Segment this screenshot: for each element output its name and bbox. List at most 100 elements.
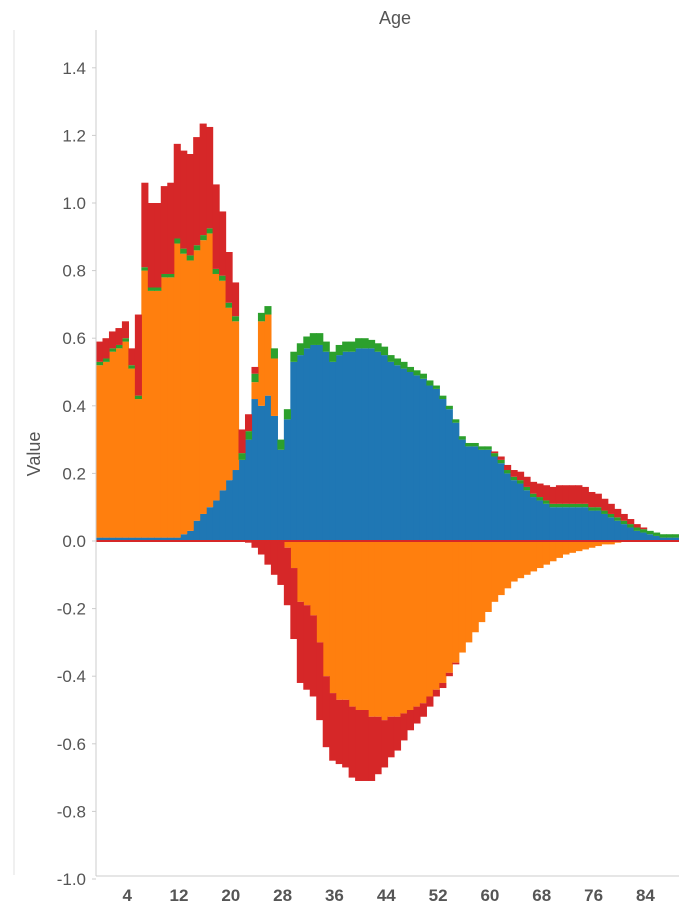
bar-series-0-x-6: [134, 537, 142, 541]
y-tick-label: -0.8: [57, 802, 86, 821]
bar-series-5-x-53: [439, 682, 447, 689]
bar-series-0-x-82: [627, 527, 635, 541]
bar-series-3-x-1: [102, 338, 110, 359]
bar-series-1-x-14: [186, 260, 194, 531]
bar-series-3-x-61: [491, 451, 499, 454]
bar-series-2-x-71: [555, 503, 563, 508]
bar-series-0-x-64: [510, 480, 518, 541]
bar-series-2-x-84: [640, 529, 648, 533]
bar-series-1-x-8: [147, 290, 155, 538]
bar-series-2-x-80: [614, 517, 622, 521]
y-tick-label: -1.0: [57, 870, 86, 889]
bar-series-3-x-77: [594, 493, 602, 508]
bar-series-2-x-26: [264, 306, 272, 315]
bar-series-0-x-23: [244, 439, 253, 541]
bar-series-0-x-58: [471, 446, 479, 541]
bar-series-2-x-60: [484, 446, 492, 450]
bar-series-2-x-63: [504, 470, 512, 474]
bar-series-4-x-69: [542, 541, 551, 565]
y-tick-label: -0.4: [57, 667, 86, 686]
bar-series-1-x-6: [134, 399, 142, 538]
bar-series-5-x-52: [432, 689, 440, 697]
bar-series-0-x-50: [419, 378, 427, 541]
bar-series-0-x-78: [601, 513, 609, 541]
bar-series-3-x-75: [581, 486, 589, 504]
bar-series-0-x-33: [309, 344, 317, 541]
bar-series-0-x-60: [484, 449, 492, 541]
bar-series-2-x-33: [309, 333, 317, 345]
bar-series-0-x-74: [575, 507, 583, 541]
bar-series-2-x-82: [627, 524, 635, 528]
bar-series-4-x-70: [549, 541, 557, 562]
bar-series-0-x-71: [555, 507, 563, 541]
bar-series-3-x-76: [588, 491, 596, 508]
bar-series-2-x-35: [322, 341, 330, 352]
bar-series-5-x-32: [303, 605, 311, 690]
y-tick-label: -0.6: [57, 735, 86, 754]
bar-series-5-x-47: [400, 713, 408, 741]
bar-series-3-x-67: [530, 481, 538, 494]
x-tick-label: 76: [584, 886, 603, 905]
bar-series-1-x-21: [232, 321, 240, 471]
bar-series-2-x-29: [283, 409, 291, 420]
y-tick-label: 0.0: [62, 532, 86, 551]
bar-series-0-x-65: [517, 483, 525, 541]
bar-series-0-x-75: [581, 507, 589, 541]
bar-series-2-x-13: [180, 248, 188, 254]
bar-series-5-x-25: [257, 541, 266, 555]
bar-series-0-x-87: [659, 537, 667, 541]
bar-series-4-x-57: [465, 541, 473, 643]
bar-series-2-x-10: [160, 273, 168, 278]
bar-series-2-x-55: [452, 419, 460, 423]
x-tick-label: 4: [122, 886, 132, 905]
bar-series-2-x-18: [212, 268, 220, 274]
bar-series-0-x-22: [238, 459, 246, 541]
bar-series-4-x-78: [601, 541, 609, 545]
bar-series-4-x-46: [393, 541, 402, 717]
bar-series-2-x-22: [238, 453, 246, 460]
bar-series-4-x-59: [478, 541, 486, 623]
bar-series-2-x-23: [244, 431, 253, 440]
bar-series-0-x-67: [530, 497, 538, 541]
bar-series-2-x-77: [594, 507, 602, 511]
bar-series-0-x-66: [523, 490, 531, 541]
bar-series-2-x-66: [523, 486, 531, 491]
bar-series-0-x-73: [568, 507, 576, 541]
bar-series-3-x-8: [147, 203, 155, 288]
bar-series-5-x-28: [277, 541, 285, 585]
bar-series-1-x-4: [121, 341, 129, 538]
y-tick-label: 0.4: [62, 397, 86, 416]
bar-series-2-x-19: [219, 275, 227, 281]
bar-series-0-x-63: [504, 473, 512, 541]
bar-series-4-x-42: [368, 541, 376, 717]
bar-series-0-x-30: [290, 361, 298, 541]
y-tick-label: 0.6: [62, 329, 86, 348]
bar-series-0-x-49: [413, 375, 421, 541]
bar-series-0-x-15: [193, 520, 201, 541]
bar-series-2-x-9: [154, 287, 162, 291]
bar-series-0-x-19: [219, 490, 227, 541]
bar-series-2-x-50: [419, 373, 427, 379]
bar-series-1-x-20: [225, 307, 233, 481]
x-tick-label: 28: [273, 886, 292, 905]
bar-series-2-x-25: [257, 312, 266, 322]
bar-series-0-x-10: [160, 537, 168, 541]
bar-series-2-x-76: [588, 507, 596, 511]
bar-series-5-x-31: [296, 601, 304, 683]
chart-title: Age: [379, 8, 411, 28]
bar-series-2-x-20: [225, 302, 233, 308]
x-tick-label: 60: [480, 886, 499, 905]
y-tick-label: 1.0: [62, 194, 86, 213]
bar-series-2-x-12: [173, 238, 181, 244]
bar-series-2-x-28: [277, 439, 285, 450]
bar-series-0-x-5: [128, 537, 136, 541]
bar-series-2-x-24: [251, 373, 259, 383]
bar-series-4-x-40: [355, 541, 363, 710]
bar-series-0-x-24: [251, 399, 259, 541]
bar-series-3-x-82: [627, 519, 635, 525]
bar-series-4-x-49: [413, 541, 421, 707]
bar-series-5-x-44: [381, 720, 389, 768]
bar-series-2-x-86: [653, 532, 661, 536]
bar-series-4-x-56: [458, 541, 466, 653]
